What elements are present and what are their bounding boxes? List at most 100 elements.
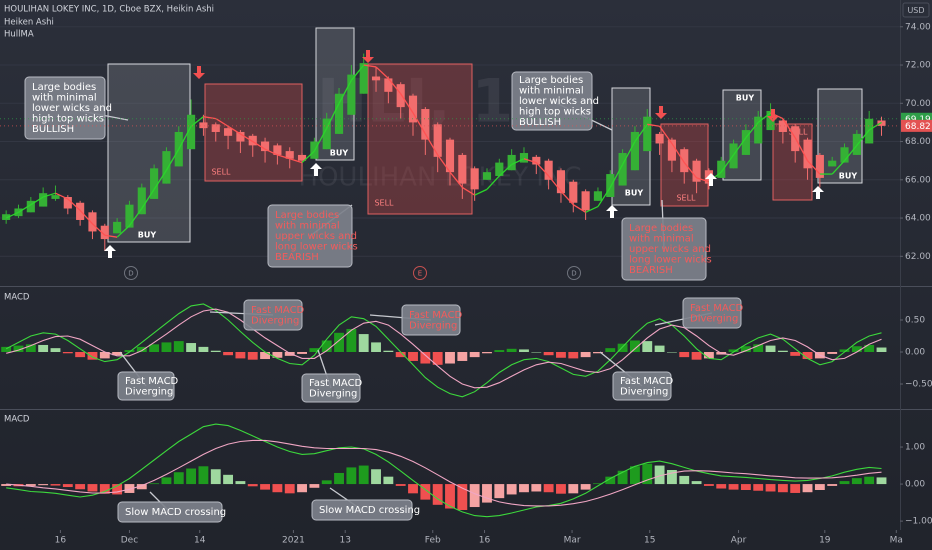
pane-title: MACD xyxy=(4,415,30,425)
histogram-bar xyxy=(136,484,147,490)
hull-ma-segment xyxy=(178,125,192,150)
histogram-bar xyxy=(876,477,887,485)
candle-body xyxy=(224,128,233,136)
event-label: D xyxy=(128,270,133,278)
hull-ma-segment xyxy=(387,78,402,95)
hull-ma-segment xyxy=(523,158,537,164)
hull-ma-segment xyxy=(597,187,611,207)
histogram-bar xyxy=(136,346,147,352)
candle-body xyxy=(433,124,442,157)
candle-body xyxy=(692,160,701,182)
candle-body xyxy=(445,139,455,173)
histogram-bar xyxy=(654,465,665,485)
histogram-bar xyxy=(580,484,591,490)
histogram-bar xyxy=(777,350,788,352)
histogram-bar xyxy=(272,352,283,358)
histogram-bar xyxy=(580,352,591,358)
annotation-box xyxy=(117,371,175,401)
event-marker xyxy=(567,266,581,280)
annotation-box xyxy=(267,204,353,268)
histogram-bar xyxy=(814,484,825,490)
hull-ma-segment xyxy=(128,208,143,227)
candle-body xyxy=(187,114,196,150)
x-tick-label: Dec xyxy=(121,536,138,546)
histogram-bar xyxy=(161,342,172,352)
candle-body xyxy=(828,160,837,167)
hull-ma-segment xyxy=(363,64,377,68)
annotation-text: upper wicks and xyxy=(629,244,711,255)
histogram-bar xyxy=(38,344,49,352)
annotation-text: with minimal xyxy=(629,234,694,245)
candle-body xyxy=(667,139,676,161)
histogram-bar xyxy=(1,484,12,486)
chart-title: HOULIHAN LOKEY INC, 1D, Cboe BZX, Heikin… xyxy=(4,5,214,15)
histogram-bar xyxy=(297,484,307,493)
histogram-bar xyxy=(334,332,344,352)
histogram-bar xyxy=(383,350,394,352)
hull-ma-segment xyxy=(733,137,747,156)
histogram-bar xyxy=(765,345,776,352)
candle-body xyxy=(396,84,405,108)
hull-ma-segment xyxy=(659,125,673,144)
annotation-box xyxy=(621,217,707,281)
sell-zone xyxy=(367,63,473,215)
candle-body xyxy=(606,174,615,198)
candle-body xyxy=(643,116,652,152)
histogram-bar xyxy=(679,475,690,485)
histogram-bar xyxy=(494,484,505,499)
hull-ma-segment xyxy=(313,127,328,152)
hull-ma-segment xyxy=(5,211,19,219)
histogram-bar xyxy=(654,345,665,352)
histogram-bar xyxy=(531,484,542,492)
candle-body xyxy=(815,154,824,178)
annotation-text: with minimal xyxy=(32,93,97,104)
hull-ma-segment xyxy=(30,196,44,206)
candle-body xyxy=(125,204,134,228)
histogram-bar xyxy=(593,352,603,354)
y-tick-label: 68.00 xyxy=(905,137,931,147)
annotation-text: BULLISH xyxy=(519,117,561,128)
histogram-bar xyxy=(383,476,394,485)
histogram-bar xyxy=(543,352,554,356)
hull-ma-segment xyxy=(757,112,771,123)
candle-body xyxy=(211,124,220,132)
histogram-bar xyxy=(112,352,123,356)
candle-body xyxy=(840,147,849,163)
histogram-bar xyxy=(173,341,184,352)
hull-ma-segment xyxy=(634,123,648,142)
price-tag-label: 68.82 xyxy=(905,122,931,132)
y-tick-label: 70.00 xyxy=(905,99,931,109)
hull-ma-segment xyxy=(277,154,290,160)
histogram-bar xyxy=(112,484,123,495)
annotation-text: Fast MACD xyxy=(690,303,744,314)
histogram-bar xyxy=(260,484,270,490)
indicator-label: Heiken Ashi xyxy=(4,18,54,28)
y-tick-label: 0.00 xyxy=(905,480,925,490)
hull-ma-segment xyxy=(104,234,118,238)
hull-ma-segment xyxy=(92,223,106,236)
histogram-bar xyxy=(284,484,295,494)
hull-ma-segment xyxy=(165,148,180,171)
histogram-bar xyxy=(506,484,517,495)
annotation-text: Diverging xyxy=(690,313,738,324)
buy-arrow xyxy=(606,205,618,218)
annotation-text: BEARISH xyxy=(629,265,673,276)
pane-title: MACD xyxy=(4,293,30,303)
annotation-text: Fast MACD xyxy=(620,376,674,387)
histogram-bar xyxy=(802,352,813,360)
annotation-text: long lower wicks xyxy=(629,255,712,266)
histogram-bar xyxy=(790,352,801,356)
annotation-text: high top wicks xyxy=(519,107,591,118)
hull-ma-segment xyxy=(55,192,69,200)
hull-ma-segment xyxy=(609,164,624,188)
candle-body xyxy=(63,197,72,209)
histogram-bar xyxy=(223,352,234,356)
y-tick-label: 1.00 xyxy=(905,443,925,453)
sell-arrow xyxy=(362,50,374,63)
candle-body xyxy=(100,225,109,240)
histogram-bar xyxy=(556,352,566,358)
annotation-box xyxy=(511,71,593,131)
histogram-bar xyxy=(445,352,455,364)
hull-ma-segment xyxy=(240,133,254,143)
